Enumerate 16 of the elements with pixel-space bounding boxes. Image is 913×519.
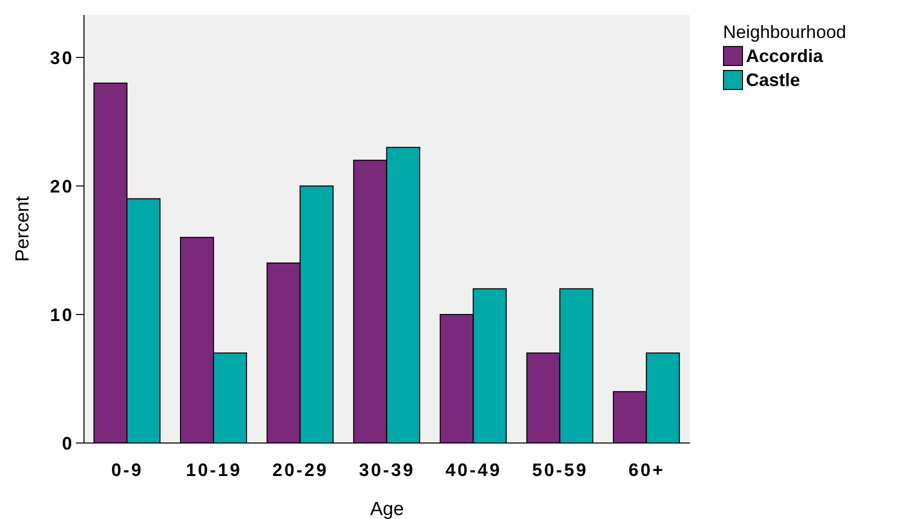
x-tick-label: 10-19 (186, 460, 242, 480)
y-tick-label: 20 (50, 176, 74, 196)
legend-label: Castle (745, 69, 802, 92)
x-tick-label: 50-59 (532, 460, 588, 480)
legend-title: Neighbourhood (723, 21, 848, 44)
y-tick-label: 30 (50, 48, 74, 68)
x-axis-title: Age (370, 499, 404, 519)
x-tick-label: 40-49 (446, 460, 502, 480)
x-tick-label: 20-29 (272, 460, 328, 480)
x-tick-label: 0-9 (111, 460, 144, 480)
y-axis-title: Percent (12, 196, 34, 262)
x-tick-label: 60+ (628, 460, 665, 480)
y-tick-label: 10 (50, 304, 74, 325)
legend-label: Accordia (745, 45, 824, 68)
x-tick-label: 30-39 (358, 460, 416, 480)
y-tick-label: 0 (62, 433, 74, 454)
